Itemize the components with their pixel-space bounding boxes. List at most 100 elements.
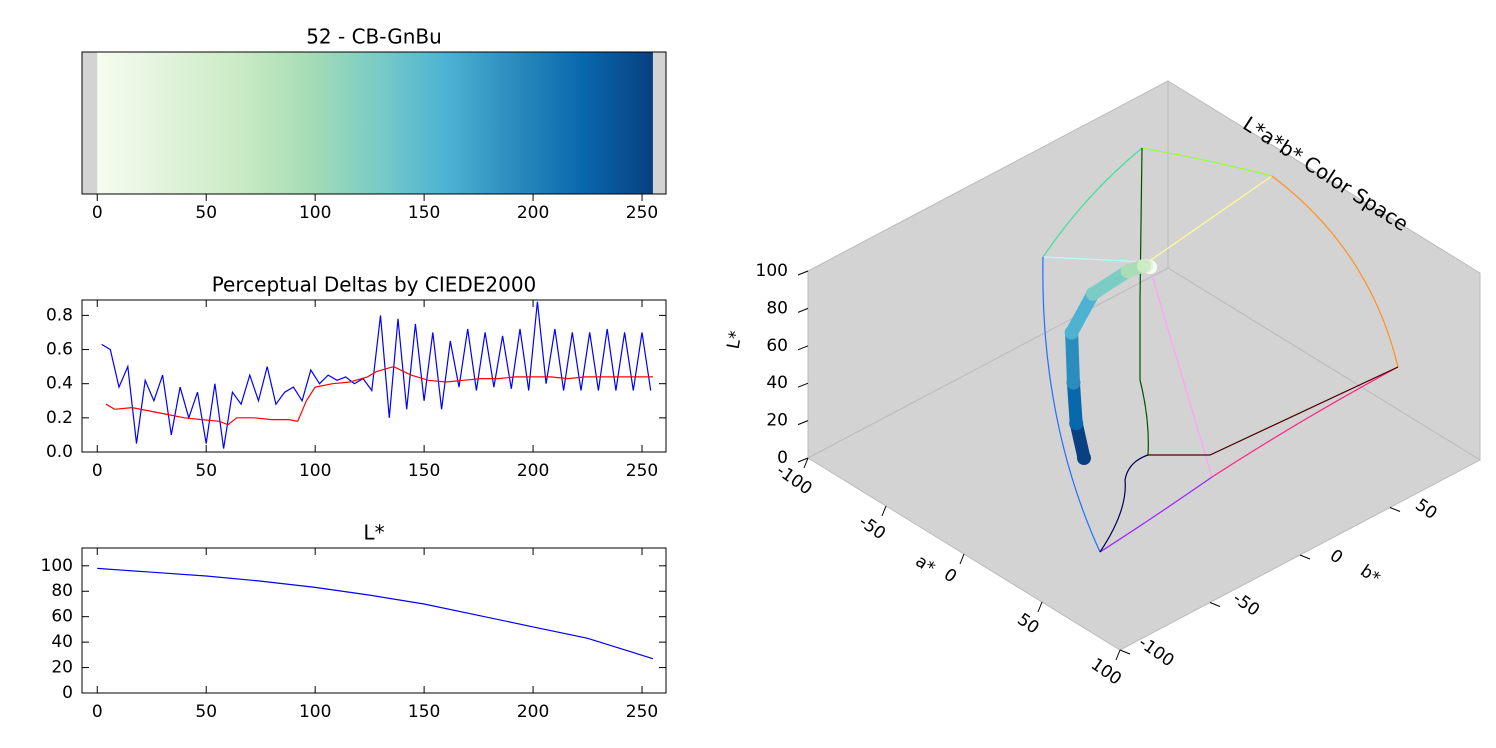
x-tick [1037, 601, 1043, 613]
color-point [1069, 416, 1084, 431]
x-axis-label: a* [912, 551, 939, 578]
x-tick-label: 50 [1013, 610, 1042, 639]
z-tick-label: 100 [756, 261, 788, 281]
color-point [1085, 286, 1100, 301]
z-tick-label: 20 [766, 411, 788, 431]
color-point [1066, 375, 1081, 390]
gamut-edge [1099, 476, 1213, 553]
y-tick-label: 50 [1411, 495, 1440, 524]
color-point [1064, 325, 1079, 340]
y-tick-label: 0 [62, 683, 73, 703]
x-tick-label: 250 [626, 203, 658, 223]
gamut-edge [1042, 147, 1143, 258]
y-tick [1299, 554, 1311, 560]
z-tick [797, 345, 809, 351]
x-tick-label: 250 [626, 702, 658, 722]
x-tick-label: 0 [92, 461, 103, 481]
y-tick-label: 0.2 [46, 408, 73, 428]
plot-area [97, 567, 654, 660]
gamut-edge [1211, 366, 1399, 478]
z-tick-label: 40 [766, 373, 788, 393]
x-tick-label: 150 [408, 461, 440, 481]
gamut-edge [1042, 256, 1149, 263]
axes-frame [81, 299, 667, 453]
color-point [1077, 451, 1091, 466]
pane [806, 267, 1482, 651]
curve-segment [1065, 287, 1100, 340]
z-axis-label: L* [724, 329, 747, 350]
x-tick-label: 100 [299, 203, 331, 223]
gamut-edge [1271, 175, 1399, 368]
chart-title: Perceptual Deltas by CIEDE2000 [212, 273, 537, 297]
y-tick [1119, 649, 1131, 655]
colorbar [97, 52, 653, 194]
y-tick-label: -50 [1229, 588, 1263, 620]
x-tick-label: 50 [195, 702, 217, 722]
x-tick [959, 553, 965, 565]
chart-title: L* [363, 521, 384, 545]
gamut-wireframe [1042, 147, 1399, 553]
curve-segment [1065, 326, 1080, 390]
gamut-edge [1141, 147, 1273, 177]
x-tick-label: -50 [855, 512, 889, 544]
gamut-edge [1148, 366, 1399, 456]
series-line [101, 301, 652, 449]
x-tick-label: 0 [92, 702, 103, 722]
y-axis-label: b* [1356, 561, 1383, 588]
x-tick-label: 100 [299, 461, 331, 481]
x-tick-label: 50 [195, 461, 217, 481]
z-tick-label: 60 [766, 336, 788, 356]
z-tick-label: 80 [766, 298, 788, 318]
y-tick-label: 40 [51, 632, 73, 652]
chart-title: 52 - CB-GnBu [306, 25, 442, 49]
x-tick-label: 150 [408, 203, 440, 223]
y-tick-label: 0.8 [46, 305, 73, 325]
axes-frame [81, 51, 667, 195]
gamut-edge [1139, 147, 1149, 456]
y-tick [1389, 507, 1401, 512]
x-tick [1115, 649, 1121, 661]
x-tick-label: 50 [195, 203, 217, 223]
series-line [105, 365, 653, 426]
z-tick [797, 270, 809, 276]
x-tick [881, 505, 887, 517]
plot-area [101, 301, 653, 449]
z-tick [797, 382, 809, 388]
z-tick-label: 0 [777, 448, 788, 468]
color-point [1120, 264, 1135, 279]
y-tick-label: -100 [1134, 633, 1177, 672]
x-tick-label: 150 [408, 702, 440, 722]
gamut-edge [1042, 256, 1101, 553]
y-tick-label: 80 [51, 581, 73, 601]
y-tick-label: 100 [41, 556, 73, 576]
x-tick-label: -100 [772, 461, 815, 500]
x-tick-label: 0 [92, 203, 103, 223]
gamut-edge [1147, 261, 1213, 478]
gamut-edge [1099, 454, 1149, 553]
x-tick-label: 200 [517, 702, 549, 722]
gamut-edge [1147, 175, 1273, 263]
z-tick [797, 307, 809, 313]
y-tick-label: 0.4 [46, 374, 73, 394]
x-tick-label: 250 [626, 461, 658, 481]
y-tick-label: 0.0 [46, 442, 73, 462]
y-tick [1209, 602, 1221, 607]
pane-group [806, 80, 1482, 651]
x-tick [803, 457, 809, 469]
color-point [1136, 258, 1151, 273]
y-tick-label: 20 [51, 658, 73, 678]
z-tick [797, 457, 809, 463]
y-tick-label: 0.6 [46, 340, 73, 360]
y-tick-label: 60 [51, 607, 73, 627]
x-tick-label: 0 [940, 565, 960, 588]
z-tick [797, 420, 809, 426]
y-tick-label: 0 [1326, 546, 1346, 569]
x-tick-label: 100 [299, 702, 331, 722]
x-tick-label: 200 [517, 203, 549, 223]
x-tick-label: 200 [517, 461, 549, 481]
series-line [97, 567, 654, 660]
x-tick-label: 100 [1087, 655, 1125, 690]
axes-frame [81, 547, 667, 694]
plot-area [82, 52, 666, 194]
